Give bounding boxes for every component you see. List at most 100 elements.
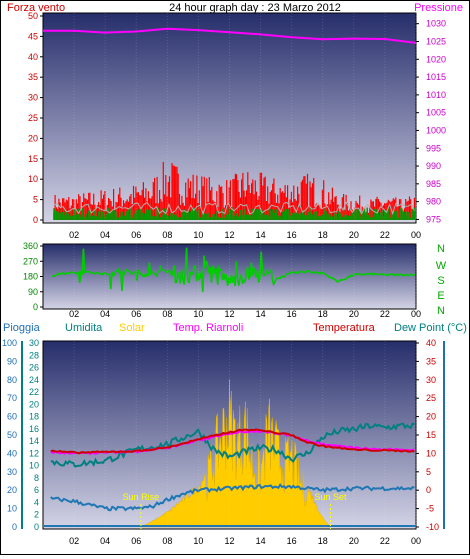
y-rain-tick-label: 4: [34, 497, 39, 507]
x-tick-label: 22: [380, 230, 390, 240]
x-tick-label: 08: [162, 309, 172, 319]
x-tick-label: 10: [193, 309, 203, 319]
x-tick-label: 00: [411, 230, 421, 240]
x-tick-label: 12: [224, 536, 234, 546]
y-pct-tick-label: 0: [12, 522, 17, 532]
y-rain-tick-label: 28: [29, 350, 39, 360]
legend-temp-riarnoli: Temp. Riarnoli: [173, 322, 243, 334]
x-tick-label: 02: [69, 230, 79, 240]
x-tick-label: 12: [224, 230, 234, 240]
legend-dew-point: Dew Point (°C): [394, 322, 467, 334]
x-tick-label: 10: [193, 536, 203, 546]
y-right-tick-label: 1015: [426, 72, 446, 82]
y-right-tick-label: 1010: [426, 90, 446, 100]
x-tick-label: 08: [162, 230, 172, 240]
x-tick-label: 14: [256, 309, 266, 319]
y-pct-tick-label: 20: [7, 485, 17, 495]
x-tick-label: 20: [349, 536, 359, 546]
y-right-tick-label: 1020: [426, 54, 446, 64]
y-rain-tick-label: 10: [29, 461, 39, 471]
x-tick-label: 04: [100, 230, 110, 240]
y-right-tick-label: 995: [426, 143, 441, 153]
wind-direction-line: [51, 247, 416, 292]
y-left-tick-label: 25: [28, 113, 38, 123]
x-tick-label: 16: [287, 309, 297, 319]
x-tick-label: 08: [162, 536, 172, 546]
y-rain-tick-label: 8: [34, 473, 39, 483]
y-pct-tick-label: 70: [7, 393, 17, 403]
y-rain-tick-label: 18: [29, 412, 39, 422]
y-rain-tick-label: 26: [29, 363, 39, 373]
y-tick-label: 90: [28, 287, 38, 297]
y-temp-tick-label: 20: [426, 412, 436, 422]
x-tick-label: 00: [411, 309, 421, 319]
y-rain-tick-label: 0: [34, 522, 39, 532]
y-temp-tick-label: 35: [426, 356, 436, 366]
compass-n-bottom: N: [437, 305, 445, 317]
y-left-tick-label: 50: [28, 11, 38, 21]
x-tick-label: 14: [256, 536, 266, 546]
x-tick-label: 20: [349, 230, 359, 240]
y-pct-tick-label: 90: [7, 356, 17, 366]
y-pct-tick-label: 80: [7, 375, 17, 385]
y-rain-tick-label: 24: [29, 375, 39, 385]
y-left-tick-label: 45: [28, 31, 38, 41]
legend-humidity: Umidita: [65, 322, 103, 334]
y-left-tick-label: 15: [28, 154, 38, 164]
x-tick-label: 18: [318, 536, 328, 546]
header-right-label: Pressione: [414, 2, 463, 14]
x-tick-label: 14: [256, 230, 266, 240]
y-temp-tick-label: -10: [426, 522, 439, 532]
y-temp-tick-label: 10: [426, 448, 436, 458]
pressure-line: [43, 27, 416, 44]
y-temp-tick-label: 5: [426, 467, 431, 477]
x-tick-label: 20: [349, 309, 359, 319]
x-tick-label: 00: [411, 536, 421, 546]
y-pct-tick-label: 40: [7, 448, 17, 458]
y-tick-label: 180: [23, 272, 38, 282]
x-tick-label: 22: [380, 536, 390, 546]
x-tick-label: 06: [131, 230, 141, 240]
y-left-tick-label: 35: [28, 72, 38, 82]
compass-w: W: [436, 260, 447, 272]
y-rain-tick-label: 16: [29, 424, 39, 434]
y-pct-tick-label: 50: [7, 430, 17, 440]
temperature-line: [50, 428, 415, 455]
y-left-tick-label: 5: [33, 195, 38, 205]
compass-n-top: N: [437, 243, 445, 255]
x-tick-label: 04: [100, 309, 110, 319]
x-tick-label: 06: [131, 536, 141, 546]
y-temp-tick-label: 15: [426, 430, 436, 440]
y-right-tick-label: 1005: [426, 108, 446, 118]
y-rain-tick-label: 14: [29, 436, 39, 446]
x-tick-label: 02: [69, 309, 79, 319]
y-right-tick-label: 990: [426, 161, 441, 171]
wind-average-line: [53, 201, 415, 216]
header-title: 24 hour graph day : 23 Marzo 2012: [169, 2, 341, 14]
y-left-tick-label: 40: [28, 52, 38, 62]
y-pct-tick-label: 10: [7, 504, 17, 514]
y-right-tick-label: 1030: [426, 19, 446, 29]
x-tick-label: 22: [380, 309, 390, 319]
y-right-tick-label: 980: [426, 197, 441, 207]
x-tick-label: 04: [100, 536, 110, 546]
y-rain-tick-label: 2: [34, 510, 39, 520]
y-temp-tick-label: 25: [426, 393, 436, 403]
y-rain-tick-label: 12: [29, 448, 39, 458]
y-pct-tick-label: 30: [7, 467, 17, 477]
y-pct-tick-label: 60: [7, 412, 17, 422]
y-right-tick-label: 985: [426, 179, 441, 189]
x-tick-label: 06: [131, 309, 141, 319]
legend-temperature: Temperatura: [313, 322, 376, 334]
y-rain-tick-label: 30: [29, 338, 39, 348]
y-rain-tick-label: 22: [29, 387, 39, 397]
sun-set-label: Sun Set: [315, 492, 348, 502]
y-temp-tick-label: 30: [426, 375, 436, 385]
sun-rise-label: Sun Rise: [123, 492, 160, 502]
y-left-tick-label: 30: [28, 93, 38, 103]
compass-e: E: [437, 290, 444, 302]
legend-rain: Pioggia: [3, 322, 41, 334]
y-tick-label: 0: [33, 302, 38, 312]
y-right-tick-label: 975: [426, 214, 441, 224]
